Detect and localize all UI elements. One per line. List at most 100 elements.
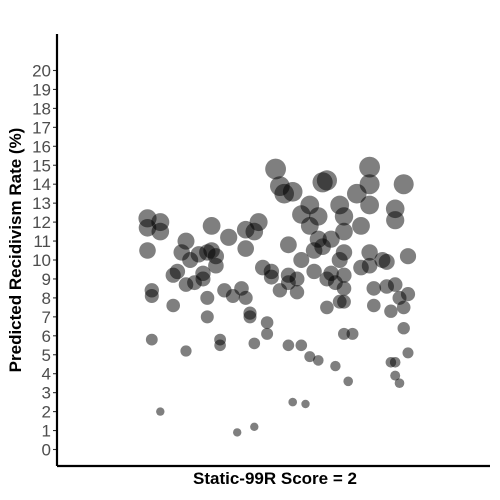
data-point <box>361 244 378 261</box>
y-tick-label: 20 <box>32 62 51 81</box>
data-point <box>361 257 378 274</box>
data-point <box>214 339 226 352</box>
data-point <box>263 269 279 285</box>
data-point <box>399 248 417 265</box>
y-tick-label: 15 <box>32 156 51 175</box>
data-point <box>378 253 395 270</box>
data-point <box>248 337 261 350</box>
y-tick-label: 2 <box>42 403 51 422</box>
data-point <box>304 351 316 363</box>
data-point <box>288 397 298 407</box>
data-point <box>177 232 195 250</box>
data-point <box>293 252 310 268</box>
data-point <box>169 263 186 280</box>
data-point <box>352 217 370 235</box>
data-point <box>335 244 353 261</box>
data-point <box>360 195 379 215</box>
data-point <box>200 290 215 305</box>
data-point <box>265 158 286 180</box>
data-point <box>336 281 352 296</box>
data-point <box>237 240 254 257</box>
y-tick-label: 12 <box>32 213 51 232</box>
data-point <box>313 355 324 366</box>
data-point <box>301 399 310 409</box>
data-point <box>316 170 337 191</box>
data-point <box>282 339 295 352</box>
y-tick-label: 16 <box>32 137 51 156</box>
data-point <box>306 263 322 280</box>
data-point <box>359 156 380 178</box>
data-point <box>402 347 414 359</box>
x-axis-title: Static-99R Score = 2 <box>193 469 357 488</box>
data-point <box>387 277 403 292</box>
y-tick-label: 11 <box>33 232 51 251</box>
data-point <box>200 310 214 324</box>
data-point <box>145 333 158 346</box>
data-point <box>139 242 156 259</box>
y-tick-label: 8 <box>42 289 51 308</box>
data-point <box>367 298 381 313</box>
data-point <box>250 422 259 431</box>
y-tick-label: 3 <box>42 384 51 403</box>
data-point <box>400 287 416 302</box>
data-point <box>289 285 305 300</box>
points-layer <box>138 156 417 437</box>
data-point <box>384 304 398 318</box>
y-tick-label: 17 <box>32 118 51 137</box>
data-point <box>166 298 180 313</box>
data-point <box>320 300 334 315</box>
y-tick-label: 10 <box>32 251 51 270</box>
y-tick-label: 0 <box>42 441 51 460</box>
data-point <box>343 376 354 387</box>
y-tick-label: 13 <box>32 194 51 213</box>
data-point <box>282 182 303 202</box>
y-tick-label: 14 <box>32 175 51 194</box>
y-axis-title: Predicted Recidivism Rate (%) <box>6 128 25 373</box>
data-point <box>151 222 170 241</box>
data-point <box>335 222 353 241</box>
y-tick-label: 19 <box>32 80 51 99</box>
data-point <box>330 360 341 372</box>
data-point <box>394 378 405 389</box>
data-point <box>144 289 159 303</box>
data-point <box>366 281 382 296</box>
data-point <box>336 267 352 283</box>
data-point <box>243 310 257 324</box>
y-tick-label: 4 <box>42 365 51 384</box>
data-point <box>261 327 274 340</box>
data-point <box>202 217 221 235</box>
data-point <box>309 207 328 226</box>
data-point <box>334 207 354 226</box>
y-tick-label: 1 <box>42 422 51 441</box>
data-point <box>208 257 224 274</box>
data-point <box>280 236 297 254</box>
data-point <box>238 290 253 305</box>
data-point <box>397 322 410 335</box>
data-point <box>295 339 308 352</box>
y-tick-label: 5 <box>42 346 51 365</box>
data-point <box>180 345 192 357</box>
data-point <box>220 228 238 246</box>
y-tick-label: 6 <box>42 327 51 346</box>
data-point <box>359 174 380 195</box>
y-tick-label: 18 <box>32 99 51 118</box>
data-point <box>233 428 242 437</box>
data-point <box>338 327 350 340</box>
data-point <box>390 370 401 381</box>
y-tick-label: 7 <box>42 308 51 327</box>
data-point <box>386 211 405 230</box>
data-point <box>396 300 411 315</box>
data-point <box>195 271 211 287</box>
data-point <box>389 357 401 368</box>
data-point <box>322 230 340 248</box>
data-point <box>260 316 274 329</box>
data-point <box>289 271 305 287</box>
data-point <box>249 213 268 232</box>
data-point <box>156 407 165 416</box>
data-point <box>346 327 359 340</box>
y-tick-label: 9 <box>42 270 51 289</box>
data-point <box>337 294 351 309</box>
data-point <box>393 174 414 195</box>
